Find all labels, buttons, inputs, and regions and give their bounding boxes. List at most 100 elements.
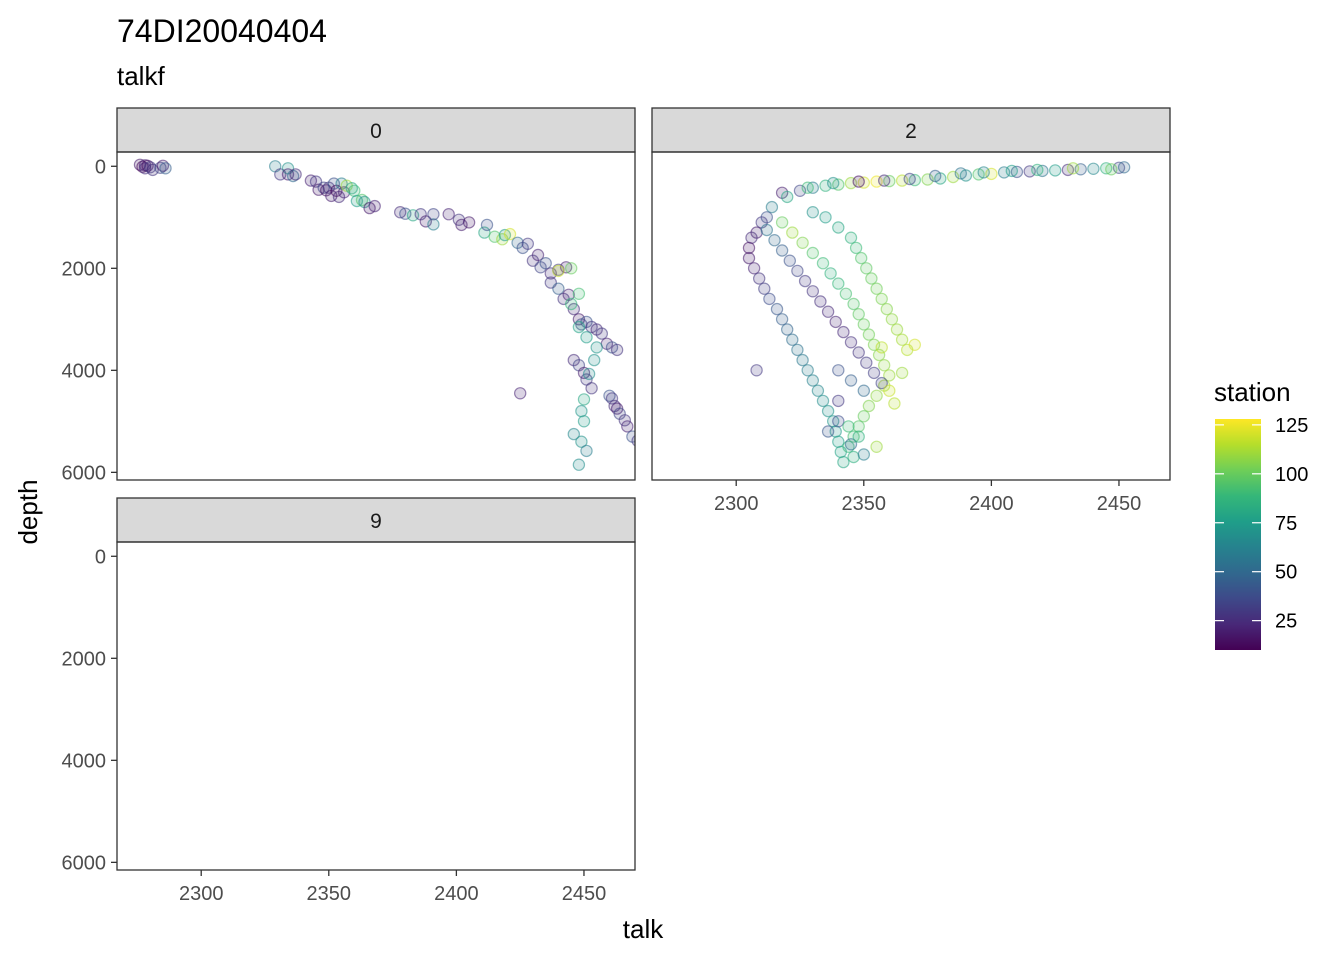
data-point: [870, 282, 883, 295]
data-point: [885, 313, 899, 326]
data-point: [742, 241, 756, 255]
data-point: [837, 325, 850, 339]
panel-border: [651, 151, 1171, 481]
data-point: [765, 200, 779, 214]
data-point: [775, 244, 789, 257]
data-point: [572, 287, 586, 300]
data-point: [977, 166, 990, 179]
data-point: [832, 221, 845, 234]
data-point: [1087, 162, 1100, 175]
data-point: [832, 435, 845, 448]
data-point: [631, 435, 635, 447]
data-point: [875, 341, 888, 354]
data-point: [577, 393, 591, 406]
data-point: [590, 341, 603, 354]
data-point: [562, 288, 575, 301]
data-point: [159, 162, 172, 175]
data-point: [575, 404, 588, 418]
data-point: [781, 323, 794, 336]
data-point: [867, 338, 881, 351]
facet-strip: [116, 107, 636, 153]
data-point: [844, 231, 858, 244]
data-point: [847, 297, 860, 311]
data-point: [806, 285, 820, 298]
facet-panels: 0 0 2000 4000 6000 2 2300 2350 2400 2450 9 0 2000 400…: [62, 107, 1171, 905]
facet-strip-label: 2: [905, 120, 917, 143]
data-point: [857, 448, 871, 461]
data-point: [621, 420, 634, 433]
y-tick-label: 0: [95, 546, 106, 568]
data-point: [742, 251, 756, 265]
data-point: [786, 333, 799, 346]
data-point: [827, 176, 840, 190]
x-tick-label: 2450: [562, 883, 607, 905]
data-point: [832, 277, 845, 290]
data-point: [824, 267, 837, 280]
colorbar: [1215, 419, 1261, 650]
data-point: [852, 175, 865, 188]
data-point: [289, 168, 302, 181]
y-axis-title: depth: [13, 479, 43, 544]
data-point: [783, 254, 797, 267]
legend-label: 25: [1275, 611, 1297, 633]
legend-label: 100: [1275, 464, 1308, 486]
data-point: [745, 231, 758, 244]
data-point: [819, 211, 832, 224]
data-point: [921, 173, 934, 186]
data-point: [832, 394, 845, 408]
x-tick-label: 2350: [842, 493, 887, 515]
data-point: [847, 450, 860, 464]
data-point: [857, 410, 871, 423]
y-tick-label: 6000: [62, 852, 107, 874]
data-point: [575, 435, 588, 448]
facet-strip: [116, 497, 636, 543]
data-point: [801, 181, 814, 194]
data-point: [862, 328, 876, 341]
data-point: [801, 364, 814, 377]
facet-panel: 9 0 2000 4000 6000 2300 2350 2400 2450: [62, 497, 636, 905]
data-point: [929, 169, 942, 183]
data-point: [814, 295, 827, 308]
data-point: [857, 318, 871, 331]
data-point: [798, 274, 812, 288]
data-point: [618, 414, 632, 427]
data-point: [870, 389, 883, 402]
data-point: [895, 174, 909, 187]
y-tick-label: 0: [95, 156, 106, 178]
data-point: [862, 399, 876, 413]
data-point: [770, 302, 784, 316]
data-point: [895, 333, 909, 346]
x-tick-label: 2400: [969, 493, 1014, 515]
data-point: [875, 292, 888, 306]
panel-border: [116, 151, 636, 481]
x-tick-label: 2400: [434, 883, 479, 905]
data-point: [857, 384, 871, 397]
data-point: [872, 348, 886, 362]
data-point: [768, 233, 781, 247]
data-point: [552, 264, 565, 278]
data-point: [478, 226, 491, 239]
data-point: [1005, 164, 1019, 178]
x-tick-label: 2450: [1097, 493, 1142, 515]
data-point: [888, 397, 901, 410]
x-tick-label: 2300: [714, 493, 759, 515]
data-point: [796, 236, 809, 249]
data-point: [775, 313, 789, 326]
data-point: [844, 374, 858, 387]
data-point: [544, 267, 558, 280]
data-point: [832, 364, 845, 377]
legend-label: 125: [1275, 415, 1308, 437]
point-layer: [742, 161, 1131, 469]
data-point: [791, 343, 804, 357]
data-point: [567, 427, 581, 441]
data-point: [821, 305, 835, 318]
data-point: [811, 384, 825, 397]
data-point: [883, 369, 896, 382]
data-point: [455, 218, 468, 232]
data-point: [1066, 162, 1080, 175]
data-point: [750, 364, 763, 377]
data-point: [796, 353, 809, 367]
data-point: [946, 170, 960, 184]
legend: station 125 100 75 50 25: [1214, 377, 1308, 650]
